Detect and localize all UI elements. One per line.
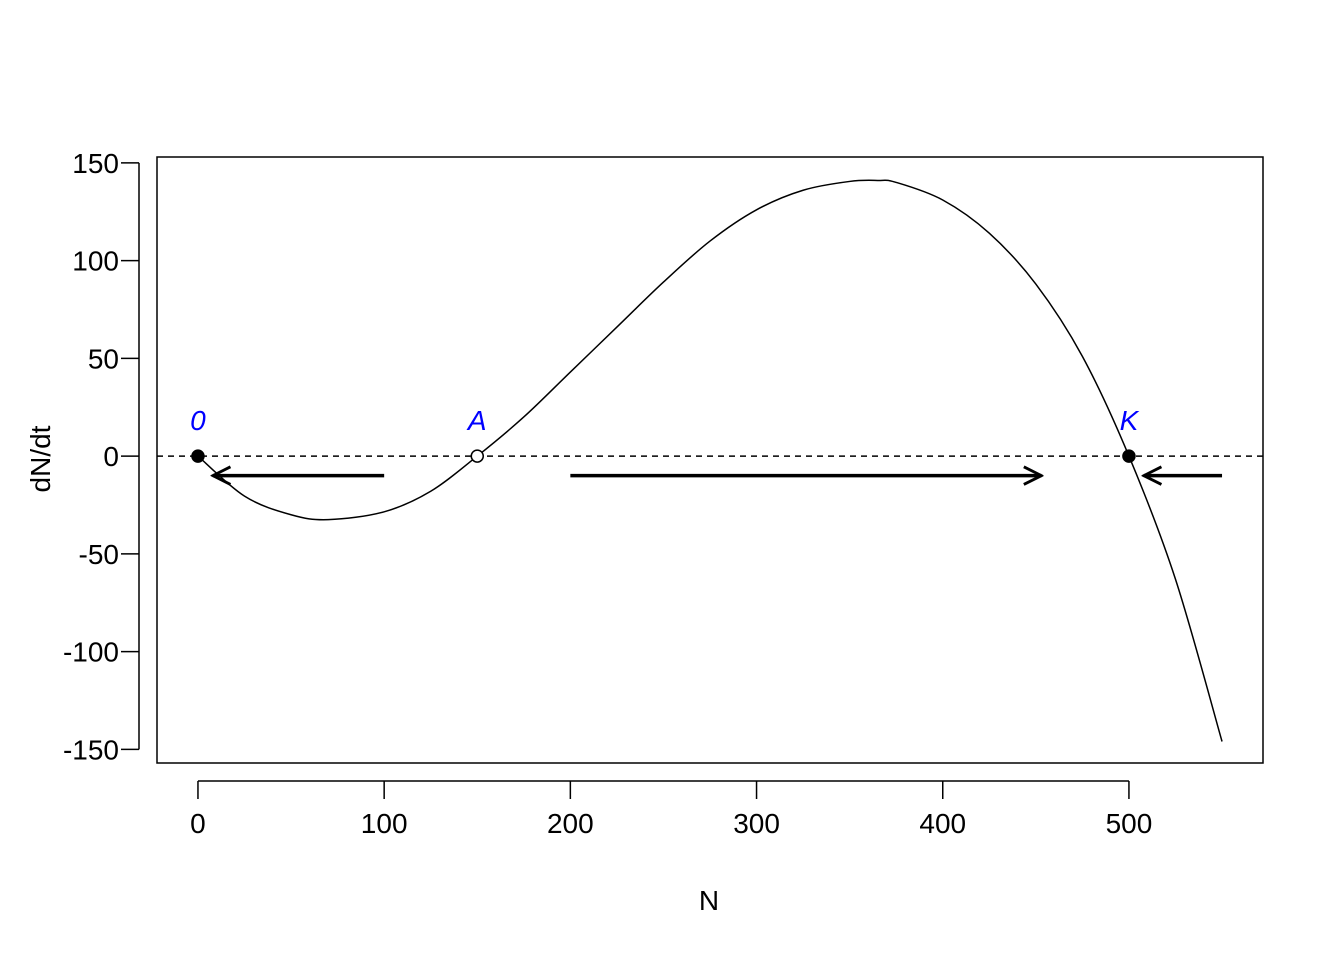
equilibrium-point: [1122, 449, 1136, 463]
growth-rate-curve: [197, 179, 1223, 742]
y-tick-label: -100: [63, 637, 119, 668]
labels: N dN/dt: [25, 425, 719, 916]
x-tick-label: 0: [190, 808, 206, 839]
plot-area: 0 A K: [157, 179, 1263, 742]
x-axis-title: N: [699, 885, 719, 916]
y-axis-title: dN/dt: [25, 425, 56, 492]
x-tick-label: 100: [361, 808, 408, 839]
axes: 0 100 200 300 400 500 -150 -100 -50 0 50 100 150: [63, 148, 1264, 839]
equilibrium-label: 0: [190, 405, 206, 436]
y-tick-label: -50: [79, 539, 119, 570]
x-tick-label: 500: [1106, 808, 1153, 839]
equilibrium-label: K: [1120, 405, 1140, 436]
x-tick-label: 300: [733, 808, 780, 839]
y-tick-label: -150: [63, 734, 119, 765]
equilibrium-point: [470, 449, 485, 463]
y-tick-label: 0: [103, 441, 119, 472]
equilibrium-label: A: [466, 405, 487, 436]
equilibrium-point: [191, 449, 205, 463]
y-tick-label: 150: [72, 148, 119, 179]
x-tick-label: 200: [547, 808, 594, 839]
y-tick-label: 50: [88, 343, 119, 374]
x-tick-label: 400: [919, 808, 966, 839]
plot-frame: [156, 156, 1264, 764]
y-tick-label: 100: [72, 246, 119, 277]
